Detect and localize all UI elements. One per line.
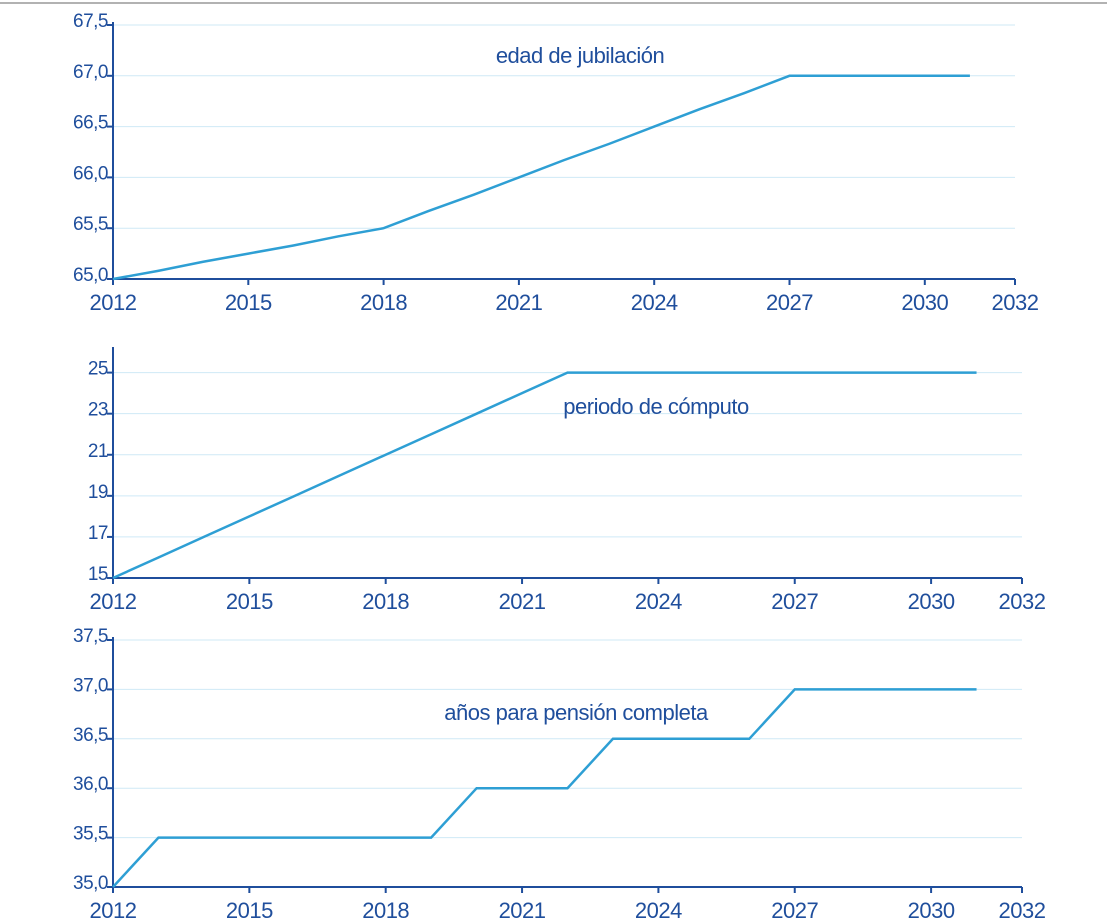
y-tick-label: 66,5 (73, 113, 108, 134)
x-tick-label: 2024 (631, 290, 678, 315)
x-tick-label: 2027 (766, 290, 813, 315)
x-tick-label: 2024 (635, 898, 682, 923)
y-tick-label: 35,0 (73, 873, 108, 894)
x-tick-label: 2030 (908, 589, 955, 614)
x-tick-label: 2032 (999, 589, 1046, 614)
line (112, 74, 970, 281)
chart-title: edad de jubilación (496, 43, 664, 68)
x-tick-label: 2027 (771, 589, 818, 614)
x-tick-label: 2027 (771, 898, 818, 923)
chart-title: periodo de cómputo (563, 394, 749, 419)
y-tick-label: 65,0 (73, 265, 108, 286)
x-tick-label: 2032 (992, 290, 1039, 315)
y-tick-label: 15 (88, 564, 108, 585)
x-tick-label: 2018 (360, 290, 407, 315)
x-tick-label: 2024 (635, 589, 682, 614)
x-tick-label: 2012 (90, 898, 137, 923)
y-tick-label: 35,5 (73, 824, 108, 845)
line (112, 371, 977, 580)
y-tick-label: 67,0 (73, 62, 108, 83)
chart-title: años para pensión completa (444, 700, 709, 725)
x-tick-label: 2021 (495, 290, 542, 315)
y-tick-label: 23 (88, 400, 108, 421)
x-tick-label: 2030 (908, 898, 955, 923)
y-tick-label: 37,5 (73, 626, 108, 647)
x-tick-label: 2018 (362, 898, 409, 923)
y-tick-label: 17 (88, 523, 108, 544)
x-tick-label: 2015 (226, 589, 273, 614)
y-tick-label: 65,5 (73, 214, 108, 235)
x-tick-label: 2018 (362, 589, 409, 614)
x-tick-label: 2015 (226, 898, 273, 923)
y-tick-label: 25 (88, 359, 108, 380)
y-tick-label: 19 (88, 482, 108, 503)
x-tick-label: 2015 (225, 290, 272, 315)
line (112, 688, 977, 888)
x-tick-label: 2030 (901, 290, 948, 315)
x-tick-label: 2012 (90, 290, 137, 315)
y-tick-label: 36,0 (73, 774, 108, 795)
x-tick-label: 2032 (999, 898, 1046, 923)
x-tick-label: 2012 (90, 589, 137, 614)
y-tick-label: 67,5 (73, 11, 108, 32)
x-tick-label: 2021 (499, 898, 546, 923)
y-tick-label: 37,0 (73, 675, 108, 696)
y-tick-label: 66,0 (73, 163, 108, 184)
x-tick-label: 2021 (499, 589, 546, 614)
y-tick-label: 36,5 (73, 725, 108, 746)
y-tick-label: 21 (88, 441, 108, 462)
